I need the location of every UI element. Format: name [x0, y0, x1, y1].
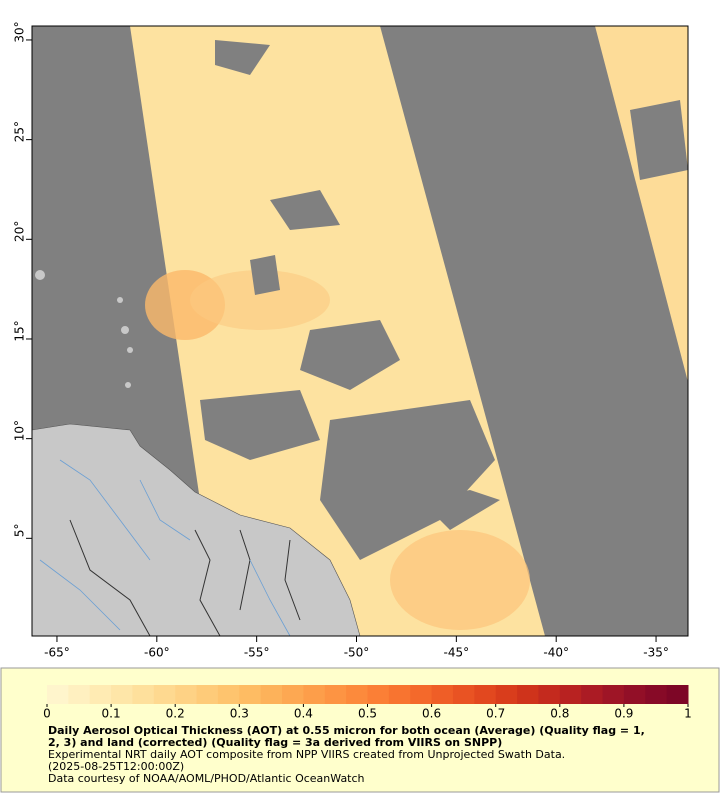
colorbar-swatch: [68, 685, 91, 704]
colorbar-swatch: [431, 685, 454, 704]
caption-title: Daily Aerosol Optical Thickness (AOT) at…: [48, 724, 645, 737]
caption-line: Experimental NRT daily AOT composite fro…: [48, 748, 565, 761]
x-tick-label: -50°: [344, 646, 370, 660]
islands: [35, 270, 133, 388]
x-tick-label: -65°: [44, 646, 70, 660]
y-tick-label: 5°: [13, 523, 27, 537]
cloud-gaps: [200, 40, 688, 560]
colorbar-swatch: [517, 685, 539, 704]
colorbar-swatch: [89, 685, 112, 704]
x-tick-label: -55°: [244, 646, 270, 660]
colorbar-swatch: [217, 685, 240, 704]
colorbar-swatch: [645, 685, 668, 704]
colorbar-swatch: [260, 685, 283, 704]
colorbar-tick-label: 0.6: [422, 707, 441, 721]
colorbar-tick-label: 1: [684, 707, 692, 721]
colorbar-swatch: [410, 685, 433, 704]
colorbar-swatch: [282, 685, 304, 704]
rivers: [39, 459, 291, 636]
map-area: [32, 26, 688, 636]
colorbar-swatch: [623, 685, 646, 704]
colorbar-tick-label: 0.9: [614, 707, 633, 721]
caption-line: Data courtesy of NOAA/AOML/PHOD/Atlantic…: [48, 772, 365, 785]
colorbar-swatch: [153, 685, 176, 704]
x-tick-label: -45°: [444, 646, 470, 660]
colorbar-tick-label: 0.2: [166, 707, 185, 721]
y-tick-label: 20°: [13, 221, 27, 242]
x-tick-label: -40°: [543, 646, 569, 660]
aot-high: [390, 530, 530, 630]
colorbar-swatch: [666, 685, 689, 704]
colorbar-tick-label: 0.7: [486, 707, 505, 721]
y-tick-label: 25°: [13, 121, 27, 142]
land: [32, 423, 361, 636]
x-tick-label: -35°: [643, 646, 669, 660]
colorbar-tick-label: 0.3: [230, 707, 249, 721]
caption-line: (2025-08-25T12:00:00Z): [48, 760, 184, 773]
colorbar-swatch: [175, 685, 198, 704]
y-tick-label: 15°: [13, 320, 27, 341]
colorbar-swatch: [559, 685, 582, 704]
colorbar-swatch: [196, 685, 219, 704]
colorbar-swatch: [495, 685, 518, 704]
colorbar-tick-label: 0.1: [102, 707, 121, 721]
colorbar-swatch: [111, 685, 133, 704]
x-tick-label: -60°: [144, 646, 170, 660]
caption-title: 2, 3) and land (corrected) (Quality flag…: [48, 736, 502, 749]
colorbar-tick-label: 0.8: [550, 707, 569, 721]
y-tick-label: 30°: [13, 21, 27, 42]
colorbar-tick-label: 0: [43, 707, 51, 721]
colorbar-swatch: [581, 685, 604, 704]
colorbar-swatch: [452, 685, 475, 704]
colorbar-swatch: [346, 685, 368, 704]
y-tick-label: 10°: [13, 420, 27, 441]
colorbar-swatch: [602, 685, 625, 704]
map-frame: [31, 25, 689, 637]
borders: [69, 519, 301, 636]
colorbar-swatch: [303, 685, 326, 704]
colorbar-swatch: [367, 685, 390, 704]
colorbar-swatch: [239, 685, 262, 704]
colorbar-tick-label: 0.5: [358, 707, 377, 721]
aot-high: [190, 270, 330, 330]
colorbar-swatch: [474, 685, 497, 704]
colorbar-swatch: [388, 685, 411, 704]
colorbar-swatch: [47, 685, 69, 704]
colorbar-swatch: [324, 685, 347, 704]
colorbar-tick-label: 0.4: [294, 707, 313, 721]
colorbar-swatch: [538, 685, 561, 704]
colorbar-swatch: [132, 685, 155, 704]
